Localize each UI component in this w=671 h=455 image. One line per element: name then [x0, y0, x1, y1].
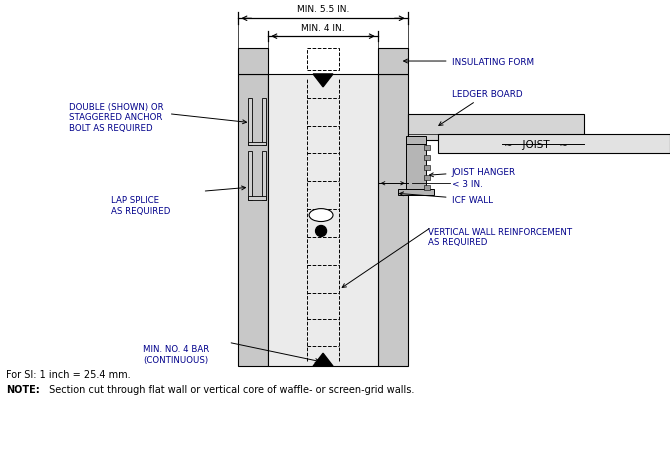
- Bar: [307, 49, 339, 71]
- Polygon shape: [313, 354, 333, 366]
- Text: ∼   JOIST   ∼: ∼ JOIST ∼: [505, 139, 568, 149]
- Circle shape: [315, 226, 327, 237]
- Text: JOIST HANGER: JOIST HANGER: [429, 167, 515, 177]
- Text: DOUBLE (SHOWN) OR
STAGGERED ANCHOR
BOLT AS REQUIRED: DOUBLE (SHOWN) OR STAGGERED ANCHOR BOLT …: [69, 102, 164, 132]
- Text: INSULATING FORM: INSULATING FORM: [403, 57, 533, 66]
- Bar: [248, 152, 252, 201]
- Bar: [408, 115, 584, 140]
- Bar: [262, 152, 266, 201]
- Text: MIN. 4 IN.: MIN. 4 IN.: [301, 24, 345, 33]
- Bar: [248, 142, 266, 146]
- Text: Section cut through flat wall or vertical core of waffle- or screen-grid walls.: Section cut through flat wall or vertica…: [46, 384, 415, 394]
- Bar: [437, 134, 670, 154]
- Bar: [423, 186, 429, 191]
- Bar: [423, 146, 429, 151]
- Bar: [378, 49, 408, 75]
- Text: VERTICAL WALL REINFORCEMENT
AS REQUIRED: VERTICAL WALL REINFORCEMENT AS REQUIRED: [427, 228, 572, 247]
- Text: LEDGER BOARD: LEDGER BOARD: [439, 90, 522, 126]
- Bar: [378, 75, 408, 366]
- Text: MIN. NO. 4 BAR
(CONTINUOUS): MIN. NO. 4 BAR (CONTINUOUS): [143, 344, 209, 364]
- Bar: [406, 140, 425, 196]
- Text: < 3 IN.: < 3 IN.: [452, 179, 482, 188]
- Bar: [268, 75, 378, 366]
- Text: LAP SPLICE
AS REQUIRED: LAP SPLICE AS REQUIRED: [111, 196, 170, 215]
- Bar: [238, 75, 268, 366]
- Text: For SI: 1 inch = 25.4 mm.: For SI: 1 inch = 25.4 mm.: [6, 369, 131, 379]
- Polygon shape: [313, 75, 333, 88]
- Bar: [248, 197, 266, 201]
- Text: ICF WALL: ICF WALL: [400, 192, 493, 204]
- Bar: [398, 190, 433, 196]
- Bar: [262, 99, 266, 146]
- Bar: [423, 166, 429, 171]
- Bar: [423, 176, 429, 181]
- Bar: [248, 99, 252, 146]
- Bar: [406, 136, 425, 144]
- Bar: [238, 49, 268, 75]
- Text: NOTE:: NOTE:: [6, 384, 40, 394]
- Text: MIN. 5.5 IN.: MIN. 5.5 IN.: [297, 5, 349, 14]
- Bar: [423, 156, 429, 161]
- Ellipse shape: [309, 209, 333, 222]
